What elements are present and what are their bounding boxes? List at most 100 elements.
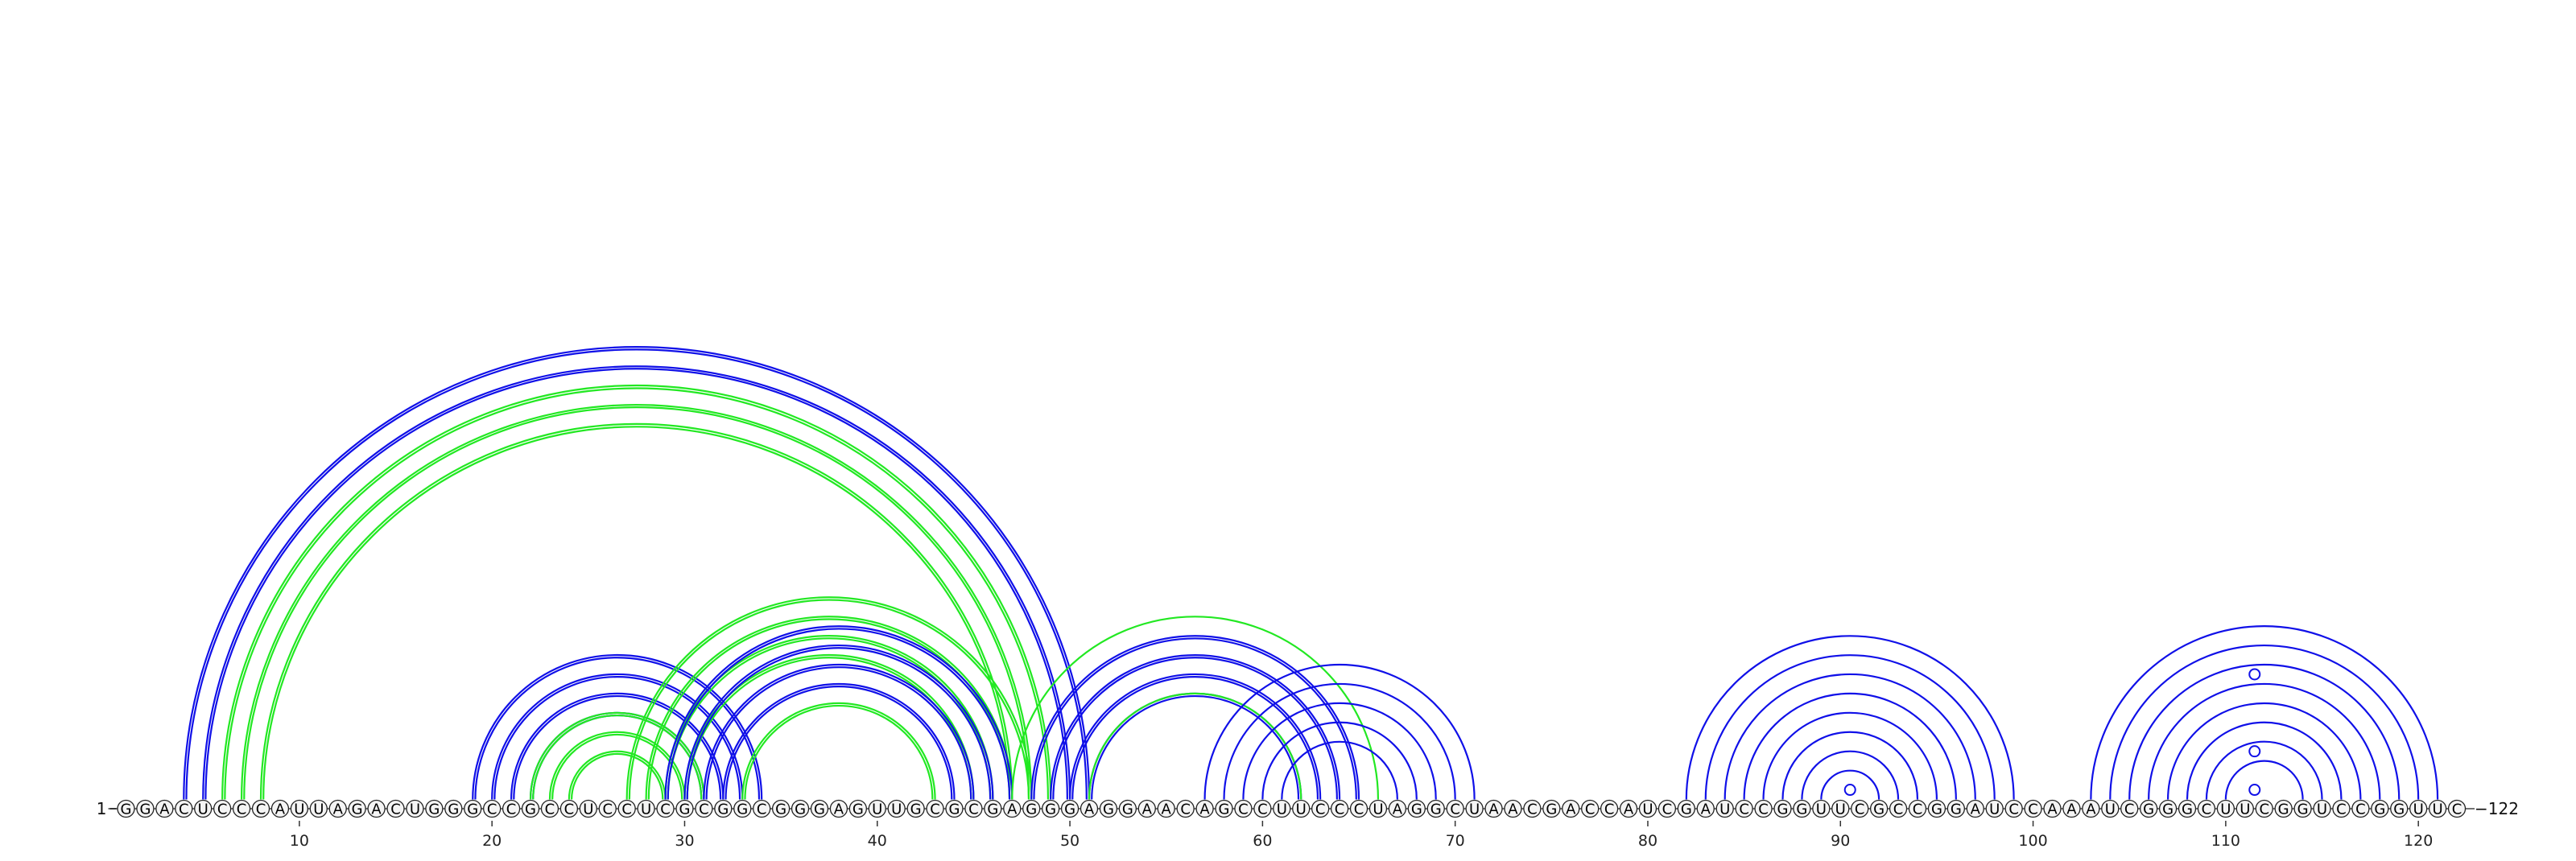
nucleotide-letter: A bbox=[333, 801, 344, 818]
nucleotide-circle bbox=[1195, 799, 1214, 818]
nucleotide-circle bbox=[2062, 799, 2081, 818]
nucleotide-circle bbox=[675, 799, 694, 818]
base-pair-arc-29-47 bbox=[664, 625, 1013, 800]
nucleotide-116: C bbox=[2332, 799, 2351, 818]
nucleotide-letter: C bbox=[1604, 801, 1615, 818]
nucleotide-circle bbox=[733, 799, 752, 818]
nucleotide-circle bbox=[251, 799, 270, 818]
nucleotide-circle bbox=[1619, 799, 1638, 818]
nucleotide-circle bbox=[464, 799, 482, 818]
base-pair-arc-32-44-inner bbox=[724, 686, 953, 800]
nucleotide-16: U bbox=[406, 799, 424, 818]
nucleotide-113: G bbox=[2274, 799, 2293, 818]
nucleotide-circle bbox=[1446, 799, 1464, 818]
nucleotide-circle bbox=[2332, 799, 2351, 818]
nucleotide-circle bbox=[1812, 799, 1831, 818]
nucleotide-72: A bbox=[1484, 799, 1503, 818]
nucleotide-circle bbox=[1773, 799, 1792, 818]
nucleotide-circle bbox=[2313, 799, 2331, 818]
nucleotide-circle bbox=[540, 799, 559, 818]
nucleotide-32: G bbox=[714, 799, 733, 818]
nucleotide-63: C bbox=[1311, 799, 1330, 818]
nucleotide-letter: G bbox=[737, 801, 748, 818]
nucleotide-circle bbox=[887, 799, 906, 818]
nucleotide-letter: U bbox=[2413, 801, 2424, 818]
nucleotide-letter: C bbox=[545, 801, 555, 818]
base-pair-arc-29-46 bbox=[664, 634, 994, 800]
nucleotide-circle bbox=[309, 799, 328, 818]
nucleotide-letter: C bbox=[2452, 801, 2462, 818]
nucleotide-29: C bbox=[656, 799, 675, 818]
base-pair-arc-28-47-inner bbox=[647, 618, 1011, 800]
nucleotide-53: G bbox=[1118, 799, 1137, 818]
nucleotide-30: G bbox=[675, 799, 694, 818]
nucleotide-letter: C bbox=[1180, 801, 1191, 818]
base-pair-arc-51-62 bbox=[1088, 692, 1302, 800]
nucleotide-letter: G bbox=[679, 801, 690, 818]
nucleotide-circle bbox=[1003, 799, 1022, 818]
nucleotide-letter: G bbox=[2143, 801, 2154, 818]
nucleotide-letter: U bbox=[2317, 801, 2327, 818]
base-pair-arc-47-66 bbox=[1011, 616, 1380, 800]
nucleotide-letter: G bbox=[1219, 801, 1230, 818]
nucleotide-41: U bbox=[887, 799, 906, 818]
nucleotide-73: A bbox=[1504, 799, 1522, 818]
nucleotide-letter: G bbox=[1681, 801, 1692, 818]
nucleotide-61: U bbox=[1273, 799, 1291, 818]
tick-label: 90 bbox=[1831, 832, 1850, 850]
nucleotide-letter: A bbox=[1162, 801, 1172, 818]
nucleotide-circle bbox=[1851, 799, 1869, 818]
nucleotide-letter: G bbox=[428, 801, 440, 818]
nucleotide-circle bbox=[1504, 799, 1522, 818]
nucleotide-letter: C bbox=[506, 801, 517, 818]
base-pair-arc-58-70 bbox=[1223, 682, 1456, 800]
end-position-label: −122 bbox=[2475, 799, 2519, 818]
loop-marker-111-112 bbox=[2248, 784, 2261, 797]
nucleotide-circle bbox=[1022, 799, 1041, 818]
nucleotide-letter: U bbox=[1989, 801, 2000, 818]
nucleotide-letter: G bbox=[1430, 801, 1442, 818]
nucleotide-11: U bbox=[309, 799, 328, 818]
nucleotide-letter: G bbox=[717, 801, 729, 818]
nucleotide-circle bbox=[328, 799, 347, 818]
base-pair-arc-21-32-inner bbox=[513, 695, 722, 800]
nucleotide-83: A bbox=[1696, 799, 1715, 818]
nucleotide-circle bbox=[386, 799, 405, 818]
base-pair-arc-89-92 bbox=[1820, 769, 1880, 800]
nucleotide-56: C bbox=[1176, 799, 1195, 818]
nucleotide-circle bbox=[1234, 799, 1253, 818]
nucleotide-105: C bbox=[2120, 799, 2139, 818]
base-pair-arc-50-63-inner bbox=[1071, 676, 1319, 800]
nucleotide-circle bbox=[2428, 799, 2447, 818]
base-pair-arc-30-46-inner bbox=[686, 647, 992, 800]
nucleotide-circle bbox=[2197, 799, 2216, 818]
nucleotide-9: A bbox=[270, 799, 290, 818]
nucleotide-letter: G bbox=[910, 801, 922, 818]
nucleotide-circle bbox=[906, 799, 925, 818]
nucleotide-circle bbox=[1080, 799, 1099, 818]
nucleotide-letter: A bbox=[2086, 801, 2096, 818]
nucleotide-circle bbox=[1041, 799, 1060, 818]
nucleotide-letter: A bbox=[1393, 801, 1403, 818]
nucleotide-letter: C bbox=[1855, 801, 1865, 818]
nucleotide-57: A bbox=[1195, 799, 1214, 818]
base-pair-arc-106-118 bbox=[2148, 682, 2381, 800]
nucleotide-65: C bbox=[1349, 799, 1368, 818]
nucleotide-circle bbox=[367, 799, 386, 818]
nucleotide-circle bbox=[1946, 799, 1966, 818]
nucleotide-letter: G bbox=[1873, 801, 1885, 818]
nucleotide-circle bbox=[2390, 799, 2409, 818]
nucleotide-letter: G bbox=[1103, 801, 1114, 818]
nucleotide-circle bbox=[848, 799, 867, 818]
nucleotide-37: G bbox=[810, 799, 829, 818]
nucleotide-104: U bbox=[2101, 799, 2120, 818]
base-pair-arc-4-51 bbox=[183, 346, 1091, 800]
nucleotide-95: G bbox=[1927, 799, 1946, 818]
base-pair-arc-83-98 bbox=[1704, 654, 1996, 800]
nucleotide-letter: C bbox=[1758, 801, 1769, 818]
nucleotide-36: G bbox=[791, 799, 810, 818]
nucleotide-circle bbox=[2004, 799, 2023, 818]
nucleotide-circle bbox=[1735, 799, 1753, 818]
tick-label: 60 bbox=[1253, 832, 1272, 850]
nucleotide-letter: U bbox=[1469, 801, 1480, 818]
